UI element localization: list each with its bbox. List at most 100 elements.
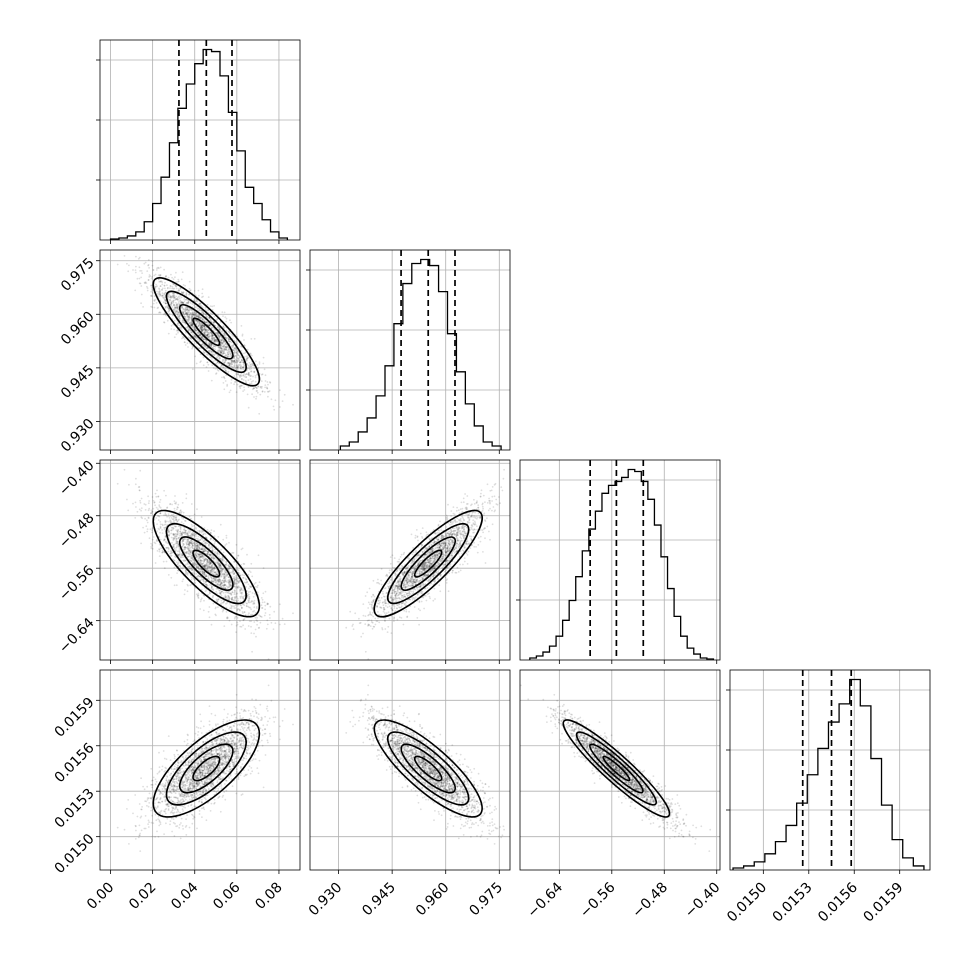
sample-point	[196, 315, 199, 317]
sample-point	[200, 537, 203, 540]
sample-point	[184, 560, 187, 562]
sample-point	[177, 316, 180, 319]
sample-point	[209, 537, 212, 540]
sample-point	[214, 338, 217, 341]
sample-point	[216, 369, 219, 371]
sample-point	[181, 321, 184, 323]
sample-point	[225, 611, 228, 613]
sample-point	[210, 554, 213, 556]
sample-point	[265, 386, 268, 389]
sample-point	[144, 281, 147, 284]
sample-point	[217, 351, 220, 354]
sample-point	[236, 366, 239, 368]
sample-point	[188, 309, 191, 312]
sample-point	[162, 560, 165, 563]
sample-point	[204, 334, 207, 337]
sample-point	[210, 556, 213, 559]
sample-point	[238, 586, 241, 589]
sample-point	[212, 581, 214, 583]
sample-point	[189, 312, 192, 314]
sample-point	[211, 596, 214, 599]
sample-point	[215, 573, 218, 575]
sample-point	[221, 560, 224, 563]
sample-point	[206, 560, 208, 562]
sample-point	[248, 597, 250, 600]
sample-point	[194, 312, 197, 315]
sample-point	[212, 345, 215, 347]
sample-point	[259, 615, 262, 617]
sample-point	[174, 525, 177, 528]
sample-point	[158, 292, 161, 294]
sample-point	[184, 546, 187, 549]
sample-point	[170, 551, 173, 554]
sample-point	[185, 332, 187, 334]
sample-point	[206, 553, 209, 555]
sample-point	[178, 295, 180, 298]
sample-point	[178, 311, 181, 314]
sample-point	[177, 288, 180, 290]
sample-point	[198, 553, 201, 556]
sample-point	[247, 364, 250, 367]
sample-point	[222, 345, 225, 348]
sample-point	[177, 533, 179, 536]
sample-point	[186, 590, 189, 593]
sample-point	[203, 556, 205, 559]
sample-point	[143, 531, 146, 534]
sample-point	[155, 538, 158, 541]
sample-point	[222, 608, 225, 611]
sample-point	[201, 571, 204, 573]
sample-point	[178, 297, 181, 300]
sample-point	[172, 533, 175, 535]
sample-point	[189, 541, 192, 544]
sample-point	[253, 610, 256, 612]
sample-point	[210, 336, 213, 338]
sample-point	[173, 328, 176, 331]
sample-point	[219, 350, 222, 353]
sample-point	[255, 635, 257, 638]
sample-point	[217, 579, 220, 581]
sample-point	[200, 329, 203, 331]
sample-point	[182, 517, 185, 520]
sample-point	[248, 374, 250, 377]
sample-point	[213, 353, 216, 356]
contour-level-4	[152, 277, 261, 387]
sample-point	[228, 583, 231, 586]
sample-point	[172, 283, 175, 285]
hist-panel-3	[520, 460, 720, 660]
sample-point	[225, 337, 228, 340]
sample-point	[212, 346, 214, 349]
sample-point	[179, 295, 182, 297]
sample-point	[207, 333, 210, 336]
sample-point	[192, 533, 195, 536]
sample-point	[196, 321, 199, 323]
sample-point	[190, 578, 193, 581]
sample-point	[189, 560, 192, 563]
sample-point	[182, 543, 185, 545]
sample-point	[171, 503, 174, 506]
sample-point	[194, 306, 196, 308]
sample-point	[225, 562, 228, 565]
sample-point	[172, 283, 175, 285]
sample-point	[208, 343, 211, 345]
sample-point	[242, 374, 245, 376]
sample-point	[201, 318, 204, 321]
sample-point	[205, 575, 208, 578]
sample-point	[138, 489, 141, 492]
sample-point	[189, 323, 192, 326]
sample-point	[210, 350, 213, 353]
sample-point	[155, 540, 158, 542]
sample-point	[236, 604, 239, 607]
sample-point	[182, 312, 185, 315]
sample-point	[202, 540, 205, 542]
sample-point	[422, 569, 425, 572]
sample-point	[249, 585, 252, 588]
sample-point	[165, 514, 168, 516]
sample-point	[246, 595, 249, 597]
sample-point	[191, 311, 194, 313]
sample-point	[221, 353, 224, 355]
sample-point	[239, 363, 242, 366]
sample-point	[170, 302, 173, 305]
sample-point	[196, 300, 199, 303]
sample-point	[134, 483, 137, 486]
sample-point	[201, 555, 204, 558]
